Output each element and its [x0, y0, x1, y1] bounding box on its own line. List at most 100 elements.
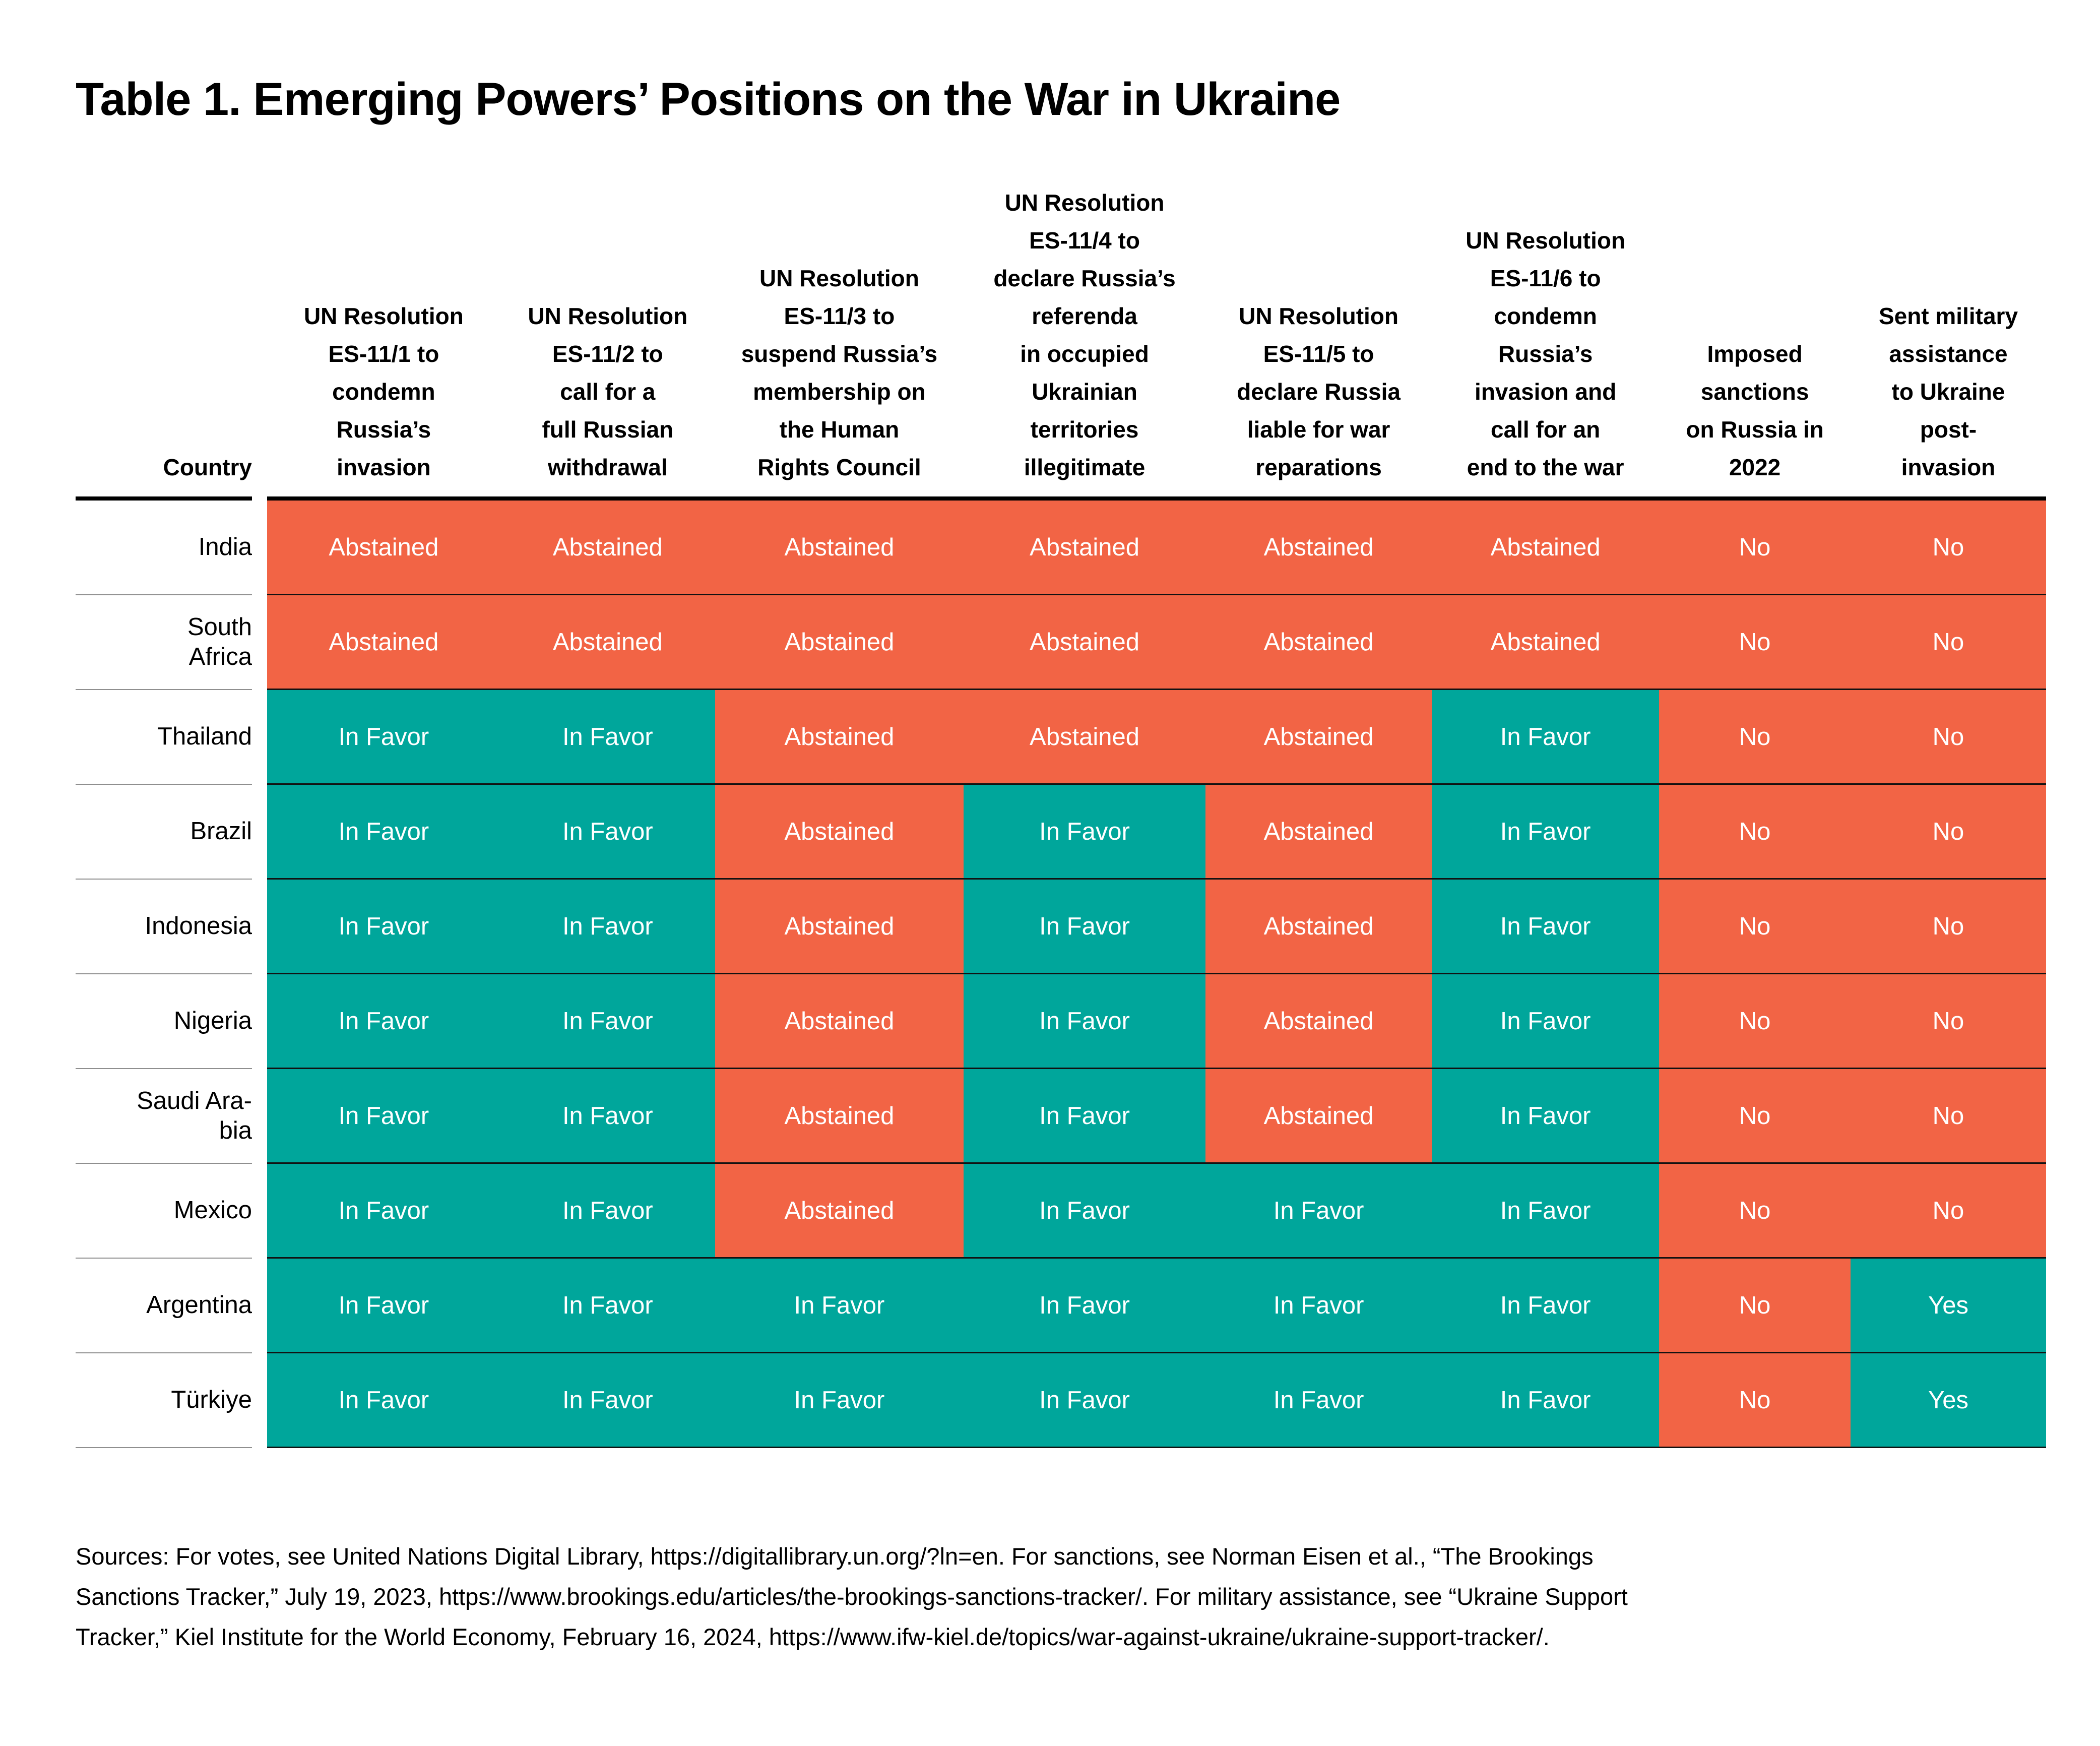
vote-cells: In Favor In Favor Abstained In Favor In Favo… [267, 1164, 2046, 1259]
country-column-gap [252, 124, 267, 501]
table-row-mexico: Mexico In Favor In Favor Abstained In Favor I… [76, 1164, 2046, 1259]
country-label: Türkiye [76, 1353, 252, 1449]
vote-cell-es-11-6: In Favor [1432, 1259, 1660, 1354]
country-label: Nigeria [76, 974, 252, 1070]
country-column-gap [252, 1353, 267, 1448]
vote-cell-es-11-6: In Favor [1432, 1164, 1660, 1259]
vote-cell-es-11-4: In Favor [963, 1353, 1206, 1449]
vote-cell-es-11-1: In Favor [267, 1164, 500, 1259]
vote-cells: In Favor In Favor Abstained In Favor Abstain… [267, 1069, 2046, 1164]
vote-cell-es-11-3: Abstained [715, 690, 964, 785]
vote-cell-es-11-6: In Favor [1432, 785, 1660, 880]
vote-cell-military-assistance: No [1851, 1164, 2046, 1259]
vote-cell-es-11-4: In Favor [963, 785, 1206, 880]
vote-cell-es-11-3: Abstained [715, 501, 964, 596]
country-label: Argentina [76, 1259, 252, 1354]
column-header-country: Country [76, 124, 252, 501]
vote-cell-es-11-1: In Favor [267, 1259, 500, 1354]
vote-cell-military-assistance: No [1851, 785, 2046, 880]
vote-cell-es-11-4: In Favor [963, 1069, 1206, 1164]
vote-cell-es-11-4: In Favor [963, 1259, 1206, 1354]
table-row-t-rkiye: Türkiye In Favor In Favor In Favor In Favor I… [76, 1353, 2046, 1449]
vote-cell-military-assistance: No [1851, 880, 2046, 975]
country-column-gap [252, 880, 267, 974]
vote-cell-military-assistance: No [1851, 501, 2046, 596]
vote-cell-es-11-1: In Favor [267, 1069, 500, 1164]
vote-cell-es-11-1: Abstained [267, 595, 500, 691]
vote-cell-es-11-1: In Favor [267, 1353, 500, 1449]
vote-cell-es-11-2: In Favor [500, 1259, 715, 1354]
vote-cell-military-assistance: No [1851, 974, 2046, 1070]
country-column-gap [252, 974, 267, 1069]
vote-cell-es-11-2: In Favor [500, 1353, 715, 1449]
vote-cell-es-11-6: In Favor [1432, 1353, 1660, 1449]
vote-cell-es-11-3: Abstained [715, 595, 964, 691]
vote-cell-sanctions-2022: No [1659, 974, 1851, 1070]
vote-cell-es-11-4: In Favor [963, 880, 1206, 975]
vote-cell-es-11-2: Abstained [500, 595, 715, 691]
table-row-thailand: Thailand In Favor In Favor Abstained Abstain… [76, 690, 2046, 785]
vote-cell-es-11-2: In Favor [500, 785, 715, 880]
country-column-gap [252, 1069, 267, 1164]
vote-cell-es-11-6: In Favor [1432, 1069, 1660, 1164]
vote-cell-sanctions-2022: No [1659, 595, 1851, 691]
vote-cell-es-11-2: In Favor [500, 880, 715, 975]
country-label: Mexico [76, 1164, 252, 1259]
country-label: India [76, 501, 252, 596]
sources-note: Sources: For votes, see United Nations D… [76, 1543, 1628, 1651]
table-row-south-africa: South Africa Abstained Abstained Abstained A… [76, 595, 2046, 691]
country-label: Thailand [76, 690, 252, 785]
vote-cell-es-11-6: In Favor [1432, 690, 1660, 785]
vote-cell-es-11-5: Abstained [1205, 974, 1432, 1070]
vote-cell-es-11-1: In Favor [267, 974, 500, 1070]
vote-cell-es-11-3: Abstained [715, 880, 964, 975]
vote-cell-es-11-4: In Favor [963, 1164, 1206, 1259]
country-label: South Africa [76, 595, 252, 691]
country-column-gap [252, 785, 267, 880]
table-body: India Abstained Abstained Abstained Abstaine… [76, 501, 2046, 1449]
vote-cell-sanctions-2022: No [1659, 1353, 1851, 1449]
vote-cell-sanctions-2022: No [1659, 785, 1851, 880]
column-header-es-11-4: UN Resolution ES-11/4 to declare Russia’… [993, 190, 1176, 481]
table-title: Table 1. Emerging Powers’ Positions on t… [76, 74, 1341, 125]
vote-cell-es-11-5: Abstained [1205, 880, 1432, 975]
vote-cell-es-11-3: In Favor [715, 1353, 964, 1449]
vote-cell-es-11-5: In Favor [1205, 1353, 1432, 1449]
table-header-row: Country UN Resolution ES-11/1 to condemn… [76, 124, 2046, 501]
vote-cell-sanctions-2022: No [1659, 501, 1851, 596]
country-label: Indonesia [76, 880, 252, 975]
table-row-nigeria: Nigeria In Favor In Favor Abstained In Favor… [76, 974, 2046, 1070]
table-row-argentina: Argentina In Favor In Favor In Favor In Favo… [76, 1259, 2046, 1354]
vote-cell-sanctions-2022: No [1659, 1259, 1851, 1354]
vote-cell-es-11-1: In Favor [267, 785, 500, 880]
country-column-gap [252, 1164, 267, 1259]
column-header-sanctions-2022: Imposed sanctions on Russia in 2022 [1686, 341, 1824, 481]
vote-cells: Abstained Abstained Abstained Abstained Abst… [267, 501, 2046, 596]
vote-cell-es-11-3: Abstained [715, 974, 964, 1070]
vote-cells: In Favor In Favor Abstained In Favor Abstain… [267, 974, 2046, 1070]
vote-cell-sanctions-2022: No [1659, 1164, 1851, 1259]
vote-cell-military-assistance: Yes [1851, 1353, 2046, 1449]
vote-cell-military-assistance: No [1851, 690, 2046, 785]
vote-cell-sanctions-2022: No [1659, 880, 1851, 975]
vote-cell-es-11-3: In Favor [715, 1259, 964, 1354]
column-header-es-11-6: UN Resolution ES-11/6 to condemn Russia’… [1466, 227, 1626, 481]
vote-cell-es-11-1: Abstained [267, 501, 500, 596]
vote-cell-military-assistance: No [1851, 1069, 2046, 1164]
country-column-gap [252, 690, 267, 785]
table-row-saudi-arabia: Saudi Ara- bia In Favor In Favor Abstained I… [76, 1069, 2046, 1164]
vote-cells: In Favor In Favor Abstained In Favor Abstain… [267, 785, 2046, 880]
vote-cell-es-11-1: In Favor [267, 880, 500, 975]
vote-cell-es-11-5: Abstained [1205, 595, 1432, 691]
vote-cell-es-11-5: Abstained [1205, 690, 1432, 785]
vote-cells: In Favor In Favor In Favor In Favor In Favor… [267, 1353, 2046, 1449]
country-label: Brazil [76, 785, 252, 880]
country-column-gap [252, 1259, 267, 1353]
vote-cell-es-11-4: In Favor [963, 974, 1206, 1070]
column-header-military-assistance: Sent military assistance to Ukraine post… [1878, 303, 2018, 481]
vote-cells: In Favor In Favor In Favor In Favor In Favor… [267, 1259, 2046, 1354]
vote-cell-es-11-2: In Favor [500, 974, 715, 1070]
table-row-india: India Abstained Abstained Abstained Abstaine… [76, 501, 2046, 596]
vote-cell-es-11-2: Abstained [500, 501, 715, 596]
